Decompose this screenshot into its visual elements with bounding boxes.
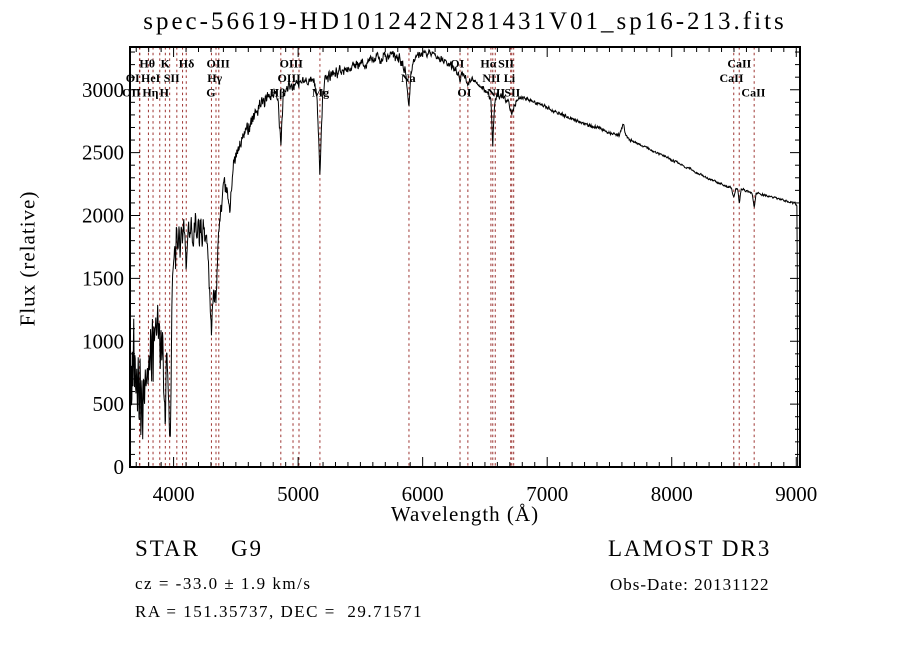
spectral-line-label: CaII bbox=[719, 71, 743, 85]
y-tick-label: 2500 bbox=[82, 141, 124, 165]
spectral-line-label: G bbox=[206, 86, 215, 100]
spectral-line-label: SII bbox=[498, 57, 514, 71]
spectral-line-label: CaII bbox=[727, 57, 751, 71]
y-tick-label: 1500 bbox=[82, 266, 124, 290]
y-tick-label: 1000 bbox=[82, 329, 124, 353]
y-tick-label: 2000 bbox=[82, 204, 124, 228]
spectral-line-label: OI bbox=[126, 71, 140, 85]
spectral-line-label: Na bbox=[401, 71, 416, 85]
spectral-line-label: Hη bbox=[142, 86, 158, 100]
spectral-line-label: Hα bbox=[480, 57, 496, 71]
ra-dec-label: RA = 151.35737, DEC = 29.71571 bbox=[135, 602, 424, 621]
y-tick-label: 0 bbox=[114, 455, 125, 479]
y-tick-label: 3000 bbox=[82, 78, 124, 102]
spectral-line-label: OIII bbox=[206, 57, 230, 71]
spectral-line-label: SII bbox=[504, 86, 520, 100]
x-tick-label: 4000 bbox=[153, 482, 195, 506]
plot-frame bbox=[129, 46, 801, 468]
spectral-line-label: OIII bbox=[280, 57, 304, 71]
x-tick-label: 6000 bbox=[402, 482, 444, 506]
spectral-line-label: Mg bbox=[312, 86, 329, 100]
spectral-line-label: OIII bbox=[277, 71, 301, 85]
spectral-line-label: Hθ bbox=[139, 57, 155, 71]
x-axis-title: Wavelength (Å) bbox=[390, 502, 540, 526]
spectral-line-label: NII bbox=[482, 71, 500, 85]
chart-title: spec-56619-HD101242N281431V01_sp16-213.f… bbox=[143, 8, 787, 35]
spectral-line-label: HeI bbox=[141, 71, 161, 85]
spectral-line-label: H bbox=[160, 86, 170, 100]
x-tick-label: 7000 bbox=[526, 482, 568, 506]
spectral-line-label: OI bbox=[450, 57, 464, 71]
spectral-line-label: Hδ bbox=[179, 57, 195, 71]
spectral-line-label: Hγ bbox=[207, 71, 222, 85]
x-tick-label: 8000 bbox=[651, 482, 693, 506]
obs-date-label: Obs-Date: 20131122 bbox=[610, 575, 770, 594]
x-tick-label: 5000 bbox=[277, 482, 319, 506]
spectrum-trace bbox=[130, 48, 799, 467]
x-tick-label: 9000 bbox=[775, 482, 817, 506]
spectral-line-label: SII bbox=[164, 71, 180, 85]
radial-velocity-label: cz = -33.0 ± 1.9 km/s bbox=[135, 574, 312, 593]
object-class-label: STAR G9 bbox=[135, 536, 264, 561]
spectral-line-label: OI bbox=[457, 86, 471, 100]
spectral-line-label: Li bbox=[504, 71, 516, 85]
survey-release-label: LAMOST DR3 bbox=[608, 536, 772, 561]
spectral-line-label: K bbox=[161, 57, 171, 71]
spectral-line-label: CaII bbox=[741, 86, 765, 100]
spectral-line-label: OII bbox=[122, 86, 141, 100]
y-tick-label: 500 bbox=[93, 392, 125, 416]
